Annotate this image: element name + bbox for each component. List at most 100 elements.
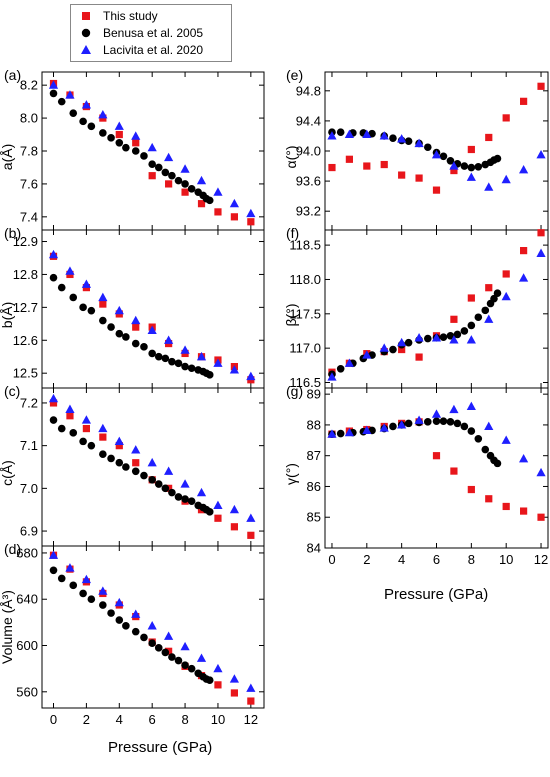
marker-this-study — [115, 442, 123, 450]
marker-benusa — [87, 306, 96, 315]
marker-this-study — [181, 188, 189, 196]
marker-lacivita — [229, 365, 239, 374]
marker-this-study — [99, 433, 107, 441]
marker-lacivita — [246, 208, 256, 218]
marker-benusa — [474, 434, 483, 443]
marker-lacivita — [362, 425, 372, 435]
y-axis-label: c(Å) — [0, 460, 15, 486]
marker-benusa — [168, 171, 176, 180]
y-tick-label: 7.4 — [20, 209, 38, 224]
marker-benusa — [187, 497, 196, 505]
marker-lacivita — [98, 423, 108, 433]
marker-benusa — [446, 156, 455, 165]
marker-this-study — [485, 284, 493, 292]
marker-benusa — [174, 493, 183, 501]
marker-lacivita — [519, 273, 529, 282]
marker-this-study — [415, 353, 423, 361]
x-tick-label: 4 — [116, 712, 123, 727]
marker-lacivita — [397, 337, 407, 347]
marker-this-study — [165, 180, 173, 188]
plot-frame — [41, 545, 265, 709]
marker-lacivita — [246, 371, 256, 381]
marker-lacivita — [414, 415, 424, 424]
marker-lacivita — [431, 409, 442, 418]
panel-e: 93.2 93.6 94.0 94.4 94.8(e) α(°) — [283, 67, 549, 231]
marker-lacivita — [81, 100, 91, 109]
marker-lacivita — [414, 333, 424, 342]
marker-this-study — [214, 514, 222, 522]
y-tick-label: 93.6 — [296, 174, 321, 189]
marker-benusa — [148, 639, 156, 647]
x-axis-title-left: Pressure (GPa) — [108, 739, 213, 756]
marker-benusa — [481, 306, 490, 315]
marker-lacivita — [65, 404, 75, 413]
y-tick-label: 7.0 — [20, 481, 38, 496]
x-tick-label: 8 — [468, 552, 475, 567]
marker-this-study — [520, 97, 528, 105]
marker-benusa — [389, 345, 397, 354]
marker-lacivita — [213, 663, 223, 673]
marker-lacivita — [164, 335, 174, 344]
y-tick-label: 85 — [307, 510, 321, 525]
y-axis-label: a(Å) — [0, 144, 15, 170]
marker-lacivita — [466, 172, 476, 181]
marker-benusa — [69, 293, 78, 302]
marker-lacivita — [414, 138, 424, 148]
x-tick-label: 6 — [433, 552, 440, 567]
marker-this-study — [432, 452, 441, 460]
marker-benusa — [115, 616, 124, 624]
marker-lacivita — [536, 149, 546, 159]
marker-lacivita — [213, 187, 223, 196]
marker-lacivita — [379, 343, 389, 352]
marker-lacivita — [344, 427, 354, 437]
marker-lacivita — [466, 401, 476, 411]
marker-lacivita — [147, 621, 157, 630]
y-tick-label: 6.9 — [20, 524, 38, 539]
marker-benusa — [423, 143, 432, 152]
marker-this-study — [450, 166, 458, 175]
marker-lacivita — [196, 351, 207, 361]
marker-lacivita — [484, 421, 494, 431]
marker-lacivita — [519, 165, 529, 174]
marker-this-study — [214, 208, 222, 216]
legend: This study Benusa et al. 2005 Lacivita e… — [70, 4, 232, 62]
marker-benusa — [161, 354, 170, 363]
y-tick-label: 94.0 — [296, 144, 321, 159]
marker-benusa — [79, 589, 87, 598]
panel-letter: (d) — [4, 541, 21, 557]
marker-benusa — [404, 137, 413, 146]
y-axis-label: β(°) — [283, 304, 299, 327]
marker-benusa — [446, 331, 455, 340]
marker-this-study — [345, 155, 353, 163]
marker-benusa — [87, 441, 96, 450]
x-tick-label: 0 — [50, 712, 57, 727]
marker-benusa — [115, 329, 124, 338]
panel-f: 116.5 117.0 117.5 118.0 118.5(f) β(°) — [283, 225, 549, 390]
marker-benusa — [174, 656, 183, 665]
marker-lacivita — [379, 423, 389, 432]
panel-b: 12.5 12.6 12.7 12.8 12.9(b) b(Å) — [0, 225, 265, 389]
marker-lacivita — [98, 292, 108, 302]
x-tick-label: 12 — [534, 552, 548, 567]
y-tick-label: 12.8 — [13, 267, 38, 282]
marker-benusa — [439, 333, 448, 341]
marker-lacivita — [536, 467, 546, 477]
marker-benusa — [148, 160, 156, 168]
marker-benusa — [57, 574, 66, 583]
marker-benusa — [49, 273, 58, 282]
legend-item-this-study: This study — [79, 7, 158, 25]
y-tick-label: 116.5 — [289, 375, 321, 390]
marker-benusa — [69, 581, 78, 590]
marker-benusa — [99, 601, 107, 609]
marker-benusa — [205, 508, 214, 516]
marker-this-study — [328, 163, 336, 172]
panel-letter: (e) — [286, 67, 303, 83]
marker-benusa — [131, 467, 140, 476]
marker-lacivita — [131, 315, 141, 325]
y-tick-label: 94.8 — [296, 83, 321, 98]
marker-benusa — [154, 480, 163, 488]
x-tick-label: 0 — [328, 552, 335, 567]
legend-item-lacivita: Lacivita et al. 2020 — [79, 41, 203, 59]
marker-lacivita — [501, 435, 511, 444]
marker-this-study — [432, 186, 441, 194]
